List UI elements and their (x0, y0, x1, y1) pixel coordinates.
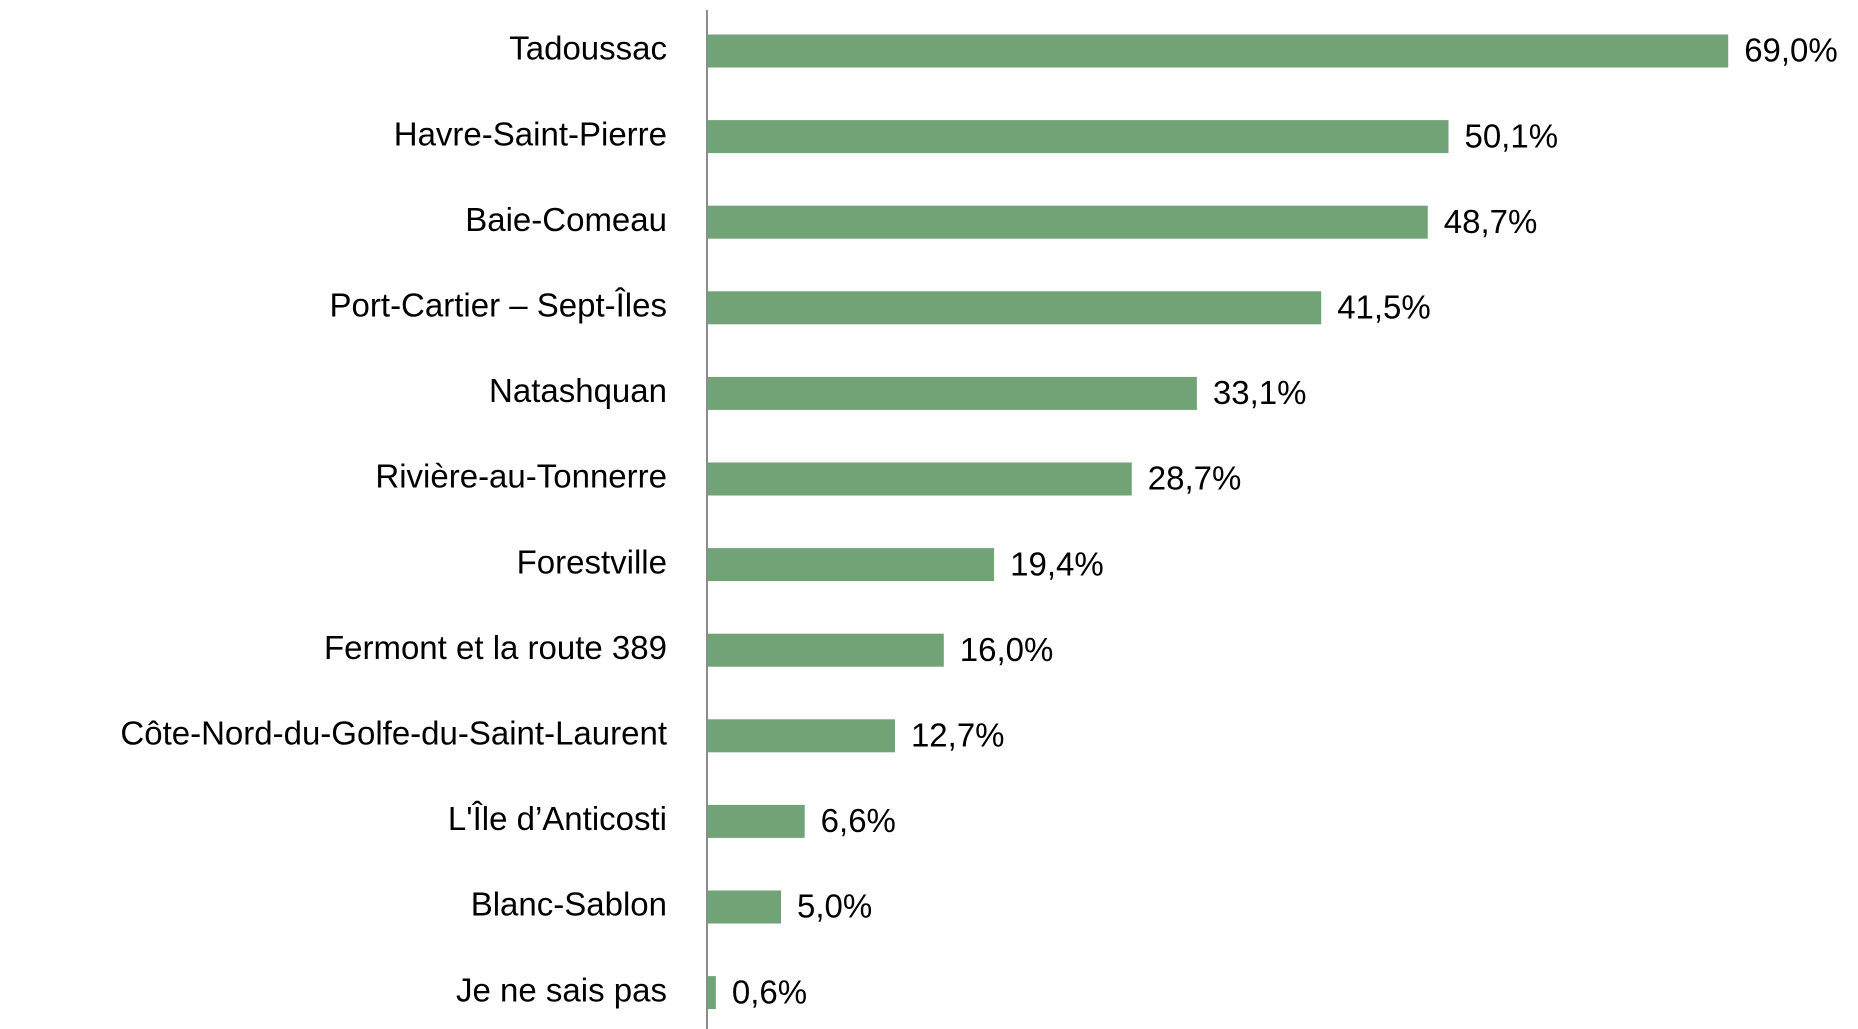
bar (707, 804, 805, 838)
value-label: 41,5% (1337, 289, 1431, 326)
value-label: 19,4% (1010, 545, 1104, 582)
value-label: 28,7% (1148, 460, 1242, 497)
bar (707, 34, 1729, 68)
category-label: Côte-Nord-du-Golfe-du-Saint-Laurent (120, 715, 667, 752)
category-label: Rivière-au-Tonnerre (375, 458, 667, 495)
value-label: 16,0% (960, 631, 1054, 668)
bar (707, 205, 1428, 239)
bar (707, 719, 895, 753)
category-label: L'Île d’Anticosti (448, 800, 667, 837)
value-label: 6,6% (821, 802, 896, 839)
category-label: Havre-Saint-Pierre (394, 115, 667, 152)
value-label: 0,6% (732, 973, 807, 1010)
value-label: 33,1% (1213, 374, 1307, 411)
bar (707, 548, 995, 582)
category-label: Forestville (517, 543, 667, 580)
category-label: Je ne sais pas (456, 971, 667, 1008)
bar (707, 890, 781, 924)
category-label: Fermont et la route 389 (324, 629, 667, 666)
value-label: 69,0% (1744, 32, 1838, 69)
value-label: 48,7% (1444, 203, 1538, 240)
category-label: Baie-Comeau (465, 201, 667, 238)
bar (707, 376, 1197, 410)
category-label: Natashquan (489, 372, 667, 409)
value-label: 5,0% (797, 888, 872, 925)
category-label: Tadoussac (509, 30, 667, 67)
value-label: 50,1% (1464, 117, 1558, 154)
category-label: Blanc-Sablon (471, 886, 667, 923)
bar (707, 120, 1449, 154)
value-label: 12,7% (911, 717, 1005, 754)
bar (707, 976, 716, 1010)
bar (707, 462, 1132, 496)
bar (707, 633, 944, 667)
bar (707, 291, 1322, 325)
category-label: Port-Cartier – Sept-Îles (330, 287, 667, 324)
